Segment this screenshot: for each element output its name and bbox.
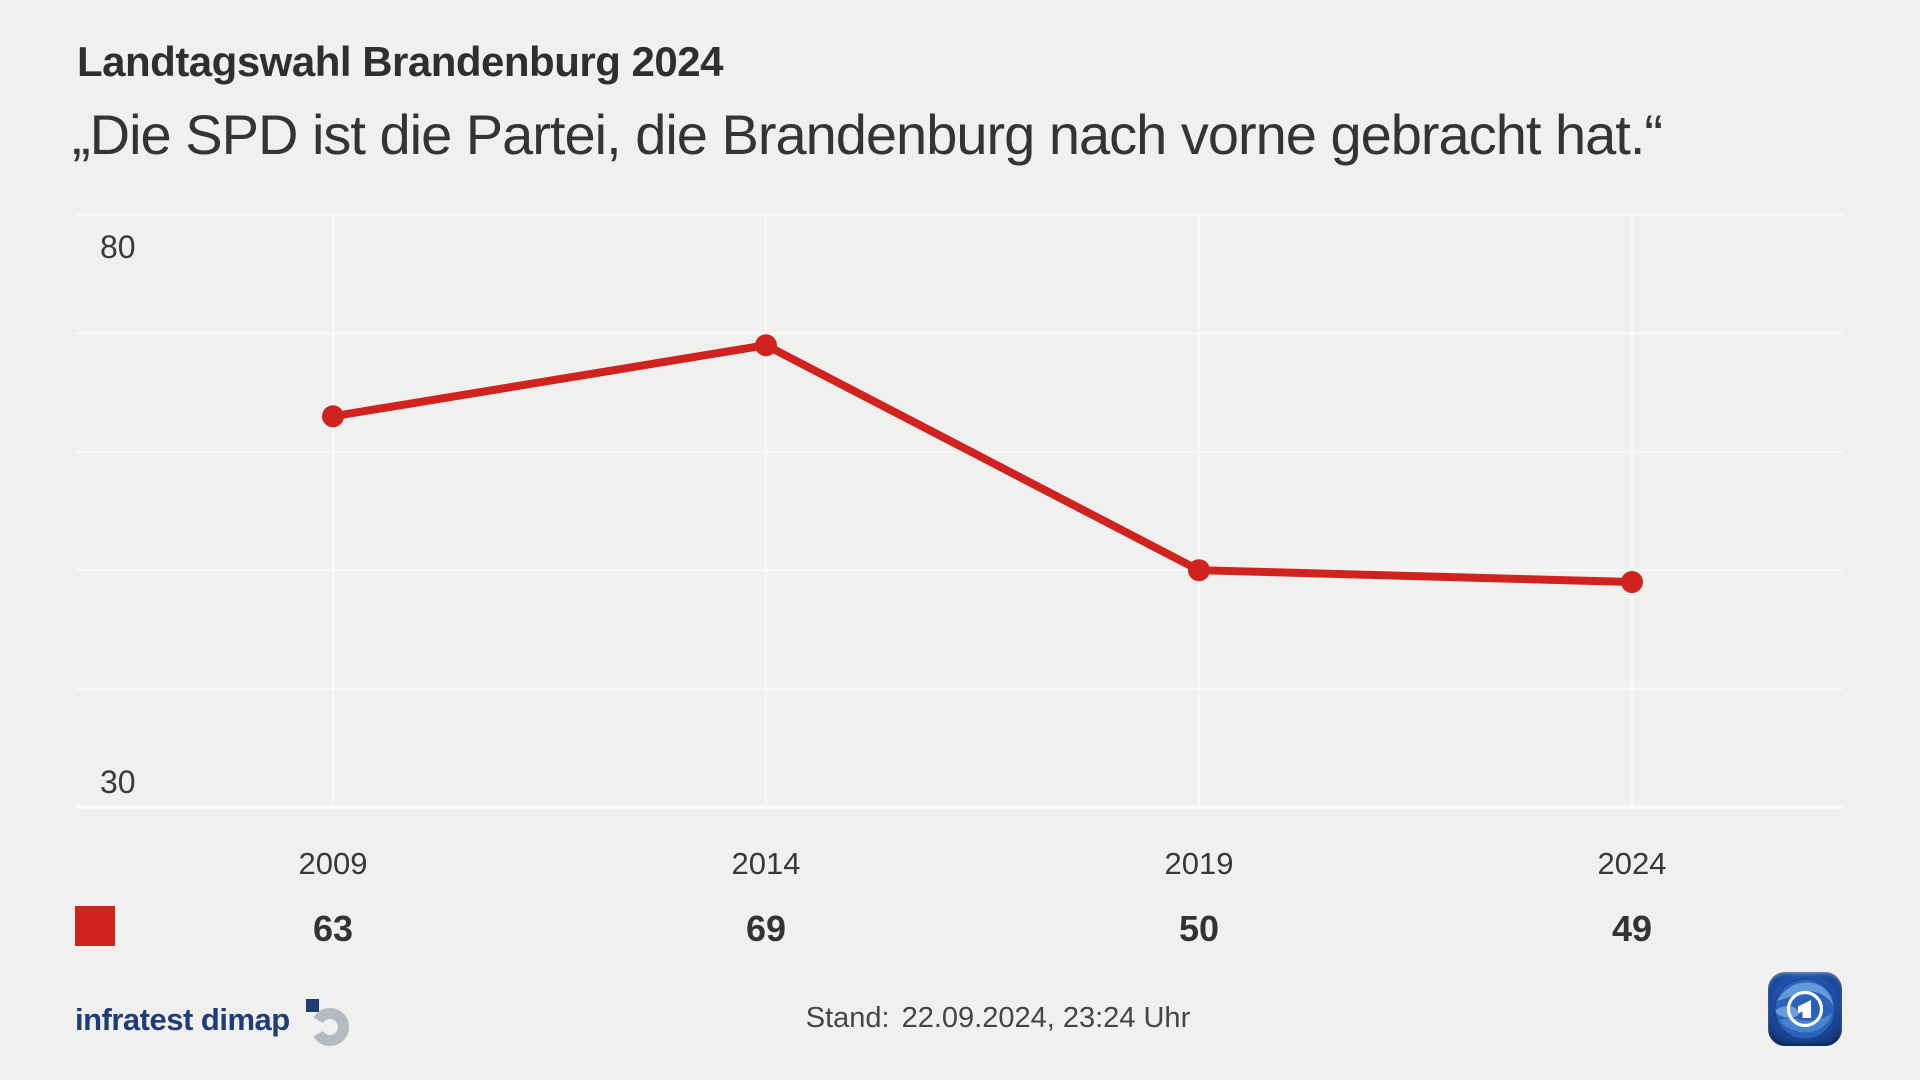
source-brand: infratest dimap (75, 996, 352, 1053)
source-brand-label: infratest dimap (75, 1002, 290, 1037)
y-axis-tick-label-30: 30 (100, 764, 136, 800)
page-title: Landtagswahl Brandenburg 2024 (77, 38, 723, 85)
stand-label: Stand: (805, 1002, 890, 1034)
x-axis-label-2014: 2014 (731, 846, 801, 881)
stand-value: 22.09.2024, 23:24 Uhr (901, 1002, 1191, 1034)
y-axis-tick-label-80: 80 (100, 229, 136, 265)
line-chart-plot-area (76, 213, 1843, 809)
infratest-dimap-mark-icon (304, 996, 352, 1053)
value-label-2024: 49 (1611, 908, 1653, 949)
quote-subtitle: „Die SPD ist die Partei, die Brandenburg… (72, 103, 1663, 166)
value-label-2014: 69 (745, 908, 787, 949)
ard-logo-icon (1768, 972, 1842, 1046)
stand-timestamp: Stand: 22.09.2024, 23:24 Uhr (76, 1002, 1920, 1035)
x-axis-label-2024: 2024 (1597, 846, 1667, 881)
x-axis-label-2019: 2019 (1164, 846, 1234, 881)
x-axis-label-2009: 2009 (298, 846, 368, 881)
value-label-2019: 50 (1178, 908, 1220, 949)
value-label-2009: 63 (312, 908, 354, 949)
legend-swatch-spd (75, 906, 115, 946)
plot-svg (76, 213, 1843, 809)
